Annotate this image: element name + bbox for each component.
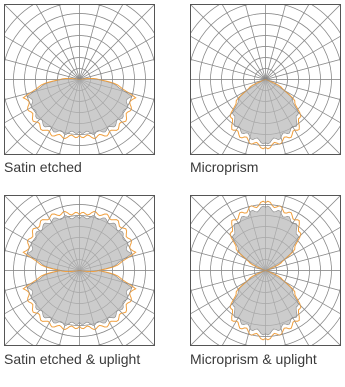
light-distribution-lobes xyxy=(191,5,340,154)
grid-ring xyxy=(210,24,321,135)
polar-chart xyxy=(4,4,155,155)
chart-frame xyxy=(4,4,155,155)
grid-ring xyxy=(254,259,277,282)
chart-frame xyxy=(190,195,341,346)
light-distribution-lobes xyxy=(5,196,154,345)
chart-frame xyxy=(190,4,341,155)
polar-grid-overlay xyxy=(191,5,340,154)
polar-grid-overlay xyxy=(5,5,154,154)
light-distribution-lobes xyxy=(5,5,154,154)
grid-ring xyxy=(35,226,124,315)
polar-chart xyxy=(4,195,155,346)
chart-frame xyxy=(4,195,155,346)
caption-satin-etched: Satin etched xyxy=(4,159,82,175)
grid-ring xyxy=(68,259,91,282)
polar-diagram-satin-etched xyxy=(4,4,155,155)
polar-diagram-microprism xyxy=(190,4,341,155)
grid-ring xyxy=(199,204,332,337)
grid-ring xyxy=(232,46,299,113)
polar-chart xyxy=(190,4,341,155)
grid-ring xyxy=(57,248,102,293)
grid-ring xyxy=(24,24,135,135)
polar-diagram-microprism-uplight xyxy=(190,195,341,346)
grid-ring xyxy=(221,35,310,124)
grid-ring xyxy=(243,57,288,102)
caption-microprism-uplight: Microprism & uplight xyxy=(190,351,317,367)
polar-grid-overlay xyxy=(5,196,154,345)
grid-ring xyxy=(254,68,277,91)
grid-ring xyxy=(35,35,124,124)
polar-chart xyxy=(190,195,341,346)
grid-ring xyxy=(210,215,321,326)
grid-ring xyxy=(232,237,299,304)
polar-diagram-satin-etched-uplight xyxy=(4,195,155,346)
grid-ring xyxy=(221,226,310,315)
grid-ring xyxy=(46,237,113,304)
grid-ring xyxy=(13,204,146,337)
caption-satin-etched-uplight: Satin etched & uplight xyxy=(4,351,141,367)
caption-microprism: Microprism xyxy=(190,159,259,175)
grid-ring xyxy=(13,13,146,146)
grid-ring xyxy=(243,248,288,293)
light-distribution-lobes xyxy=(191,196,340,345)
grid-ring xyxy=(199,13,332,146)
grid-ring xyxy=(46,46,113,113)
grid-ring xyxy=(57,57,102,102)
grid-ring xyxy=(68,68,91,91)
polar-grid-overlay xyxy=(191,196,340,345)
grid-ring xyxy=(24,215,135,326)
grid-spoke xyxy=(191,250,340,291)
grid-spoke xyxy=(5,59,154,100)
grid-spoke xyxy=(5,250,154,291)
grid-spoke xyxy=(191,59,340,100)
